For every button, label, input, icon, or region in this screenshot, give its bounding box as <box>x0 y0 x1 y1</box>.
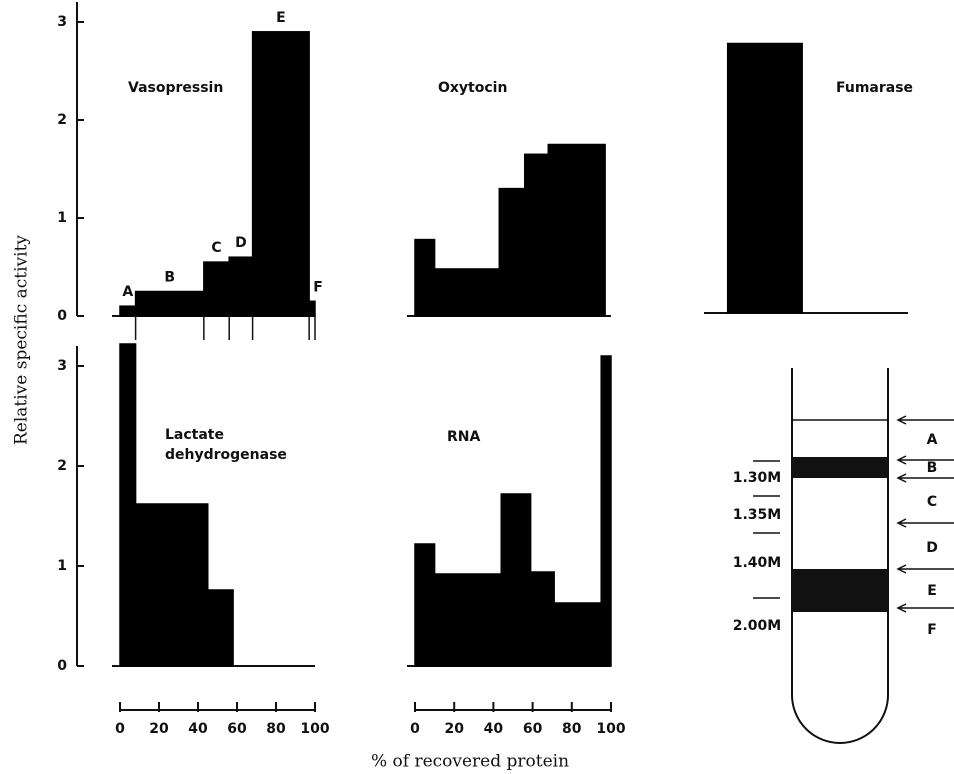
bar <box>120 306 136 316</box>
tube <box>792 368 888 743</box>
y-tick-label: 3 <box>57 14 67 30</box>
x-tick-label: 100 <box>596 721 625 737</box>
bar <box>548 145 605 317</box>
y-tick-label: 0 <box>57 658 67 674</box>
x-tick-label: 100 <box>300 721 329 737</box>
bar-label: A <box>122 284 133 300</box>
tube-outline <box>792 368 888 743</box>
panel-title: Fumarase <box>836 78 913 98</box>
x-tick-label: 40 <box>484 721 504 737</box>
y-tick-label: 2 <box>57 458 67 474</box>
bar-label: C <box>211 240 221 256</box>
panel-title: Vasopressin <box>128 78 223 98</box>
bar-label: E <box>276 10 286 26</box>
fraction-label: D <box>926 540 938 556</box>
arrow <box>898 416 954 424</box>
fraction-label: A <box>927 432 938 448</box>
x-tick-label: 80 <box>266 721 286 737</box>
x-tick-label: 60 <box>523 721 543 737</box>
molarity-label: 1.40M <box>733 555 781 571</box>
bar <box>554 603 601 666</box>
bar <box>415 240 435 316</box>
arrow <box>898 519 954 527</box>
band <box>792 458 888 477</box>
bar <box>120 344 136 666</box>
bar-label: B <box>164 270 175 286</box>
fraction-label: B <box>927 460 938 476</box>
x-tick-label: 60 <box>227 721 247 737</box>
y-axis-title: Relative specific activity <box>12 235 32 445</box>
x-tick-label: 20 <box>444 721 464 737</box>
bar <box>309 301 315 316</box>
arrow <box>898 565 954 573</box>
x-tick-label: 0 <box>115 721 125 737</box>
bar-label: F <box>313 279 323 295</box>
panel-title: RNA <box>447 427 480 447</box>
arrow <box>898 604 954 612</box>
chart: Relative specific activity % of recovere… <box>0 0 954 774</box>
bar <box>531 572 555 666</box>
band <box>792 570 888 611</box>
panel-title: Oxytocin <box>438 78 507 98</box>
panel-title: Lactate dehydrogenase <box>165 425 255 465</box>
bar-label: D <box>235 235 247 251</box>
bar <box>525 154 549 316</box>
bar <box>415 544 435 666</box>
bar <box>229 257 252 316</box>
fraction-label: E <box>927 583 937 599</box>
bar <box>136 504 208 666</box>
bar <box>136 292 204 317</box>
y-tick-label: 2 <box>57 112 67 128</box>
bar <box>435 269 500 316</box>
figure: Relative specific activity % of recovere… <box>0 0 954 774</box>
y-tick-label: 0 <box>57 308 67 324</box>
fraction-label: F <box>927 622 937 638</box>
fraction-label: C <box>927 494 937 510</box>
y-tick-label: 1 <box>57 210 67 226</box>
y-tick-label: 1 <box>57 558 67 574</box>
bar <box>501 494 530 666</box>
x-axis-title: % of recovered protein <box>371 752 569 772</box>
molarity-label: 2.00M <box>733 618 781 634</box>
y-tick-label: 3 <box>57 358 67 374</box>
bar <box>728 44 802 314</box>
x-tick-label: 80 <box>562 721 582 737</box>
x-tick-label: 0 <box>410 721 420 737</box>
bar <box>204 262 229 316</box>
bar <box>435 574 502 666</box>
bar <box>601 356 611 666</box>
bar <box>208 590 233 666</box>
molarity-label: 1.30M <box>733 470 781 486</box>
bar <box>253 32 310 316</box>
x-tick-label: 20 <box>149 721 169 737</box>
molarity-label: 1.35M <box>733 507 781 523</box>
x-tick-label: 40 <box>188 721 208 737</box>
bar <box>499 189 524 316</box>
